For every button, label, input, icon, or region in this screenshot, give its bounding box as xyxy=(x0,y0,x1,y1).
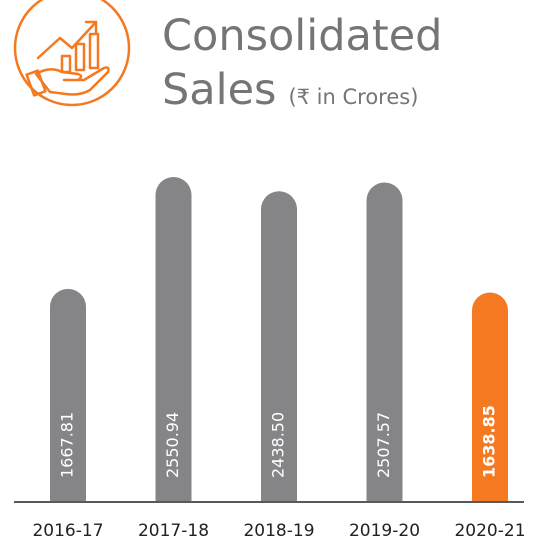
subtitle: (₹ in Crores) xyxy=(288,85,418,109)
value-label: 2438.50 xyxy=(269,412,288,478)
bar xyxy=(155,177,192,518)
chart-title: Consolidated xyxy=(162,11,442,61)
value-label: 2507.57 xyxy=(374,412,393,478)
chart-title: Sales (₹ in Crores) xyxy=(162,65,418,115)
title-line: Sales xyxy=(162,65,276,115)
bar xyxy=(366,182,403,518)
x-tick-label: 2017-18 xyxy=(138,521,209,541)
icon xyxy=(13,0,131,107)
x-tick-label: 2019-20 xyxy=(349,521,420,541)
bar xyxy=(261,191,297,518)
value-label: 1667.81 xyxy=(58,412,77,478)
x-tick-label: 2016-17 xyxy=(32,521,103,541)
bar xyxy=(50,288,86,518)
mask xyxy=(0,501,538,518)
bar xyxy=(472,292,508,518)
x-tick-label: 2018-19 xyxy=(243,521,314,541)
x-tick-label: 2020-21 xyxy=(454,521,525,541)
value-label: 2550.94 xyxy=(163,412,182,478)
value-label: 1638.85 xyxy=(480,405,499,478)
